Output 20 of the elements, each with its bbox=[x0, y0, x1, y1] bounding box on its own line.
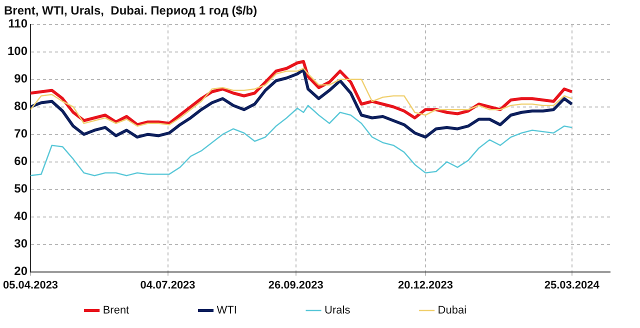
y-tick-label: 30 bbox=[14, 236, 28, 251]
x-tick-label: 25.03.2024 bbox=[544, 279, 600, 292]
x-tick-label: 20.12.2023 bbox=[398, 279, 454, 292]
y-tick-label: 110 bbox=[8, 16, 28, 31]
y-tick-label: 100 bbox=[7, 44, 28, 58]
y-tick-label: 90 bbox=[14, 72, 28, 86]
y-tick-label: 40 bbox=[14, 209, 28, 224]
legend-label: Brent bbox=[102, 304, 190, 317]
x-tick-label: 05.04.2023 bbox=[2, 279, 58, 292]
y-tick-label: 50 bbox=[14, 182, 28, 196]
chart-title: Brent, WTI, Urals, Dubai. Период 1 год ($/b) bbox=[4, 4, 258, 18]
legend-label: Urals bbox=[324, 304, 412, 317]
x-tick-label: 26.09.2023 bbox=[268, 279, 324, 292]
legend-label: WTI bbox=[216, 304, 298, 317]
x-tick-label: 04.07.2023 bbox=[140, 279, 196, 292]
legend-label: Dubai bbox=[438, 304, 528, 317]
y-tick-label: 70 bbox=[14, 126, 28, 141]
y-tick-label: 80 bbox=[14, 99, 28, 114]
y-tick-label: 20 bbox=[14, 264, 28, 278]
y-tick-label: 60 bbox=[14, 154, 28, 168]
